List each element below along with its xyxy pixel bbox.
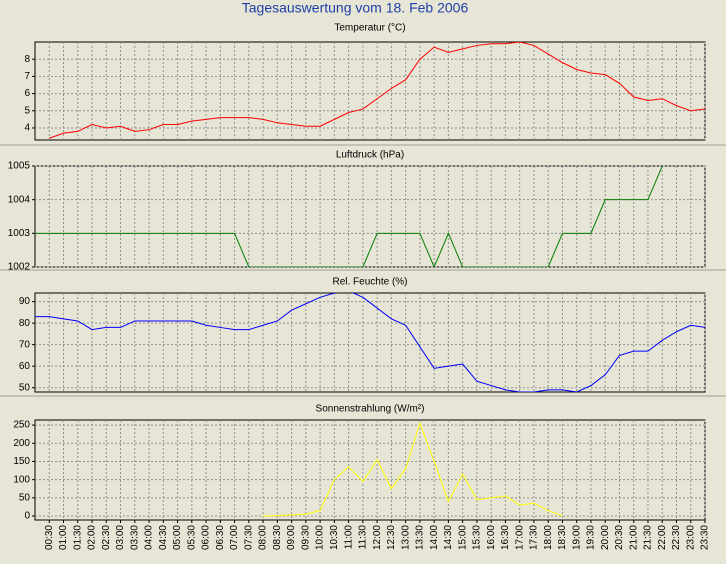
x-tick-label: 16:30 — [500, 525, 511, 550]
y-tick-label: 80 — [19, 318, 31, 329]
x-tick-label: 02:30 — [101, 525, 112, 550]
y-tick-label: 0 — [24, 511, 30, 522]
data-line — [49, 42, 705, 139]
x-tick-label: 01:00 — [58, 525, 69, 550]
x-tick-label: 09:00 — [286, 525, 297, 550]
y-tick-label: 7 — [24, 71, 30, 82]
x-tick-label: 14:00 — [429, 525, 440, 550]
x-tick-label: 14:30 — [443, 525, 454, 550]
x-tick-label: 22:00 — [657, 525, 668, 550]
x-tick-label: 19:30 — [586, 525, 597, 550]
y-tick-label: 8 — [24, 54, 30, 65]
page-title: Tagesauswertung vom 18. Feb 2006 — [242, 0, 469, 16]
data-line — [35, 166, 663, 267]
x-tick-label: 17:30 — [529, 525, 540, 550]
y-tick-label: 100 — [13, 474, 30, 485]
x-tick-label: 20:00 — [600, 525, 611, 550]
x-tick-label: 04:00 — [144, 525, 155, 550]
chart-title: Temperatur (°C) — [334, 23, 405, 34]
x-tick-label: 18:00 — [543, 525, 554, 550]
plot-area — [34, 292, 706, 393]
x-tick-label: 07:30 — [243, 525, 254, 550]
y-tick-label: 90 — [19, 296, 31, 307]
x-tick-label: 18:30 — [557, 525, 568, 550]
x-tick-label: 04:30 — [158, 525, 169, 550]
x-tick-label: 23:00 — [685, 525, 696, 550]
y-tick-label: 1004 — [8, 194, 31, 205]
x-tick-label: 10:30 — [329, 525, 340, 550]
y-tick-label: 200 — [13, 438, 30, 449]
y-tick-label: 150 — [13, 456, 30, 467]
x-tick-label: 11:00 — [343, 525, 354, 550]
x-tick-label: 08:30 — [272, 525, 283, 550]
y-tick-label: 4 — [24, 123, 30, 134]
x-tick-label: 20:30 — [614, 525, 625, 550]
y-tick-label: 60 — [19, 361, 31, 372]
x-tick-label: 03:30 — [129, 525, 140, 550]
x-tick-label: 05:30 — [186, 525, 197, 550]
x-tick-label: 12:30 — [386, 525, 397, 550]
x-tick-label: 08:00 — [258, 525, 269, 550]
x-tick-label: 15:30 — [472, 525, 483, 550]
x-tick-label: 16:00 — [486, 525, 497, 550]
x-tick-label: 05:00 — [172, 525, 183, 550]
y-tick-label: 50 — [19, 382, 31, 393]
x-tick-label: 15:00 — [457, 525, 468, 550]
data-line — [35, 293, 705, 392]
y-tick-label: 1005 — [8, 161, 31, 172]
y-tick-label: 50 — [19, 492, 31, 503]
x-tick-label: 19:00 — [571, 525, 582, 550]
y-tick-label: 70 — [19, 339, 31, 350]
x-tick-label: 13:00 — [400, 525, 411, 550]
x-tick-label: 17:00 — [514, 525, 525, 550]
plot-area — [34, 165, 706, 268]
x-tick-label: 21:00 — [628, 525, 639, 550]
x-tick-label: 06:00 — [201, 525, 212, 550]
x-tick-label: 06:30 — [215, 525, 226, 550]
x-tick-label: 21:30 — [643, 525, 654, 550]
x-tick-label: 00:30 — [44, 525, 55, 550]
x-tick-label: 13:30 — [415, 525, 426, 550]
chart-title: Rel. Feuchte (%) — [332, 277, 407, 288]
x-tick-label: 03:00 — [115, 525, 126, 550]
y-tick-label: 5 — [24, 105, 30, 116]
y-tick-label: 250 — [13, 420, 30, 431]
data-line — [263, 421, 563, 517]
x-tick-label: 22:30 — [671, 525, 682, 550]
y-tick-label: 1002 — [8, 262, 31, 273]
x-tick-label: 02:00 — [87, 525, 98, 550]
x-tick-label: 23:30 — [700, 525, 711, 550]
x-tick-label: 12:00 — [372, 525, 383, 550]
chart-title: Sonnenstrahlung (W/m²) — [316, 404, 425, 415]
x-tick-label: 10:00 — [315, 525, 326, 550]
x-tick-label: 09:30 — [300, 525, 311, 550]
y-tick-label: 1003 — [8, 228, 31, 239]
x-tick-label: 01:30 — [72, 525, 83, 550]
plot-area — [34, 41, 706, 141]
y-tick-label: 6 — [24, 88, 30, 99]
x-tick-label: 07:00 — [229, 525, 240, 550]
chart-title: Luftdruck (hPa) — [336, 150, 404, 161]
x-tick-label: 11:30 — [358, 525, 369, 550]
